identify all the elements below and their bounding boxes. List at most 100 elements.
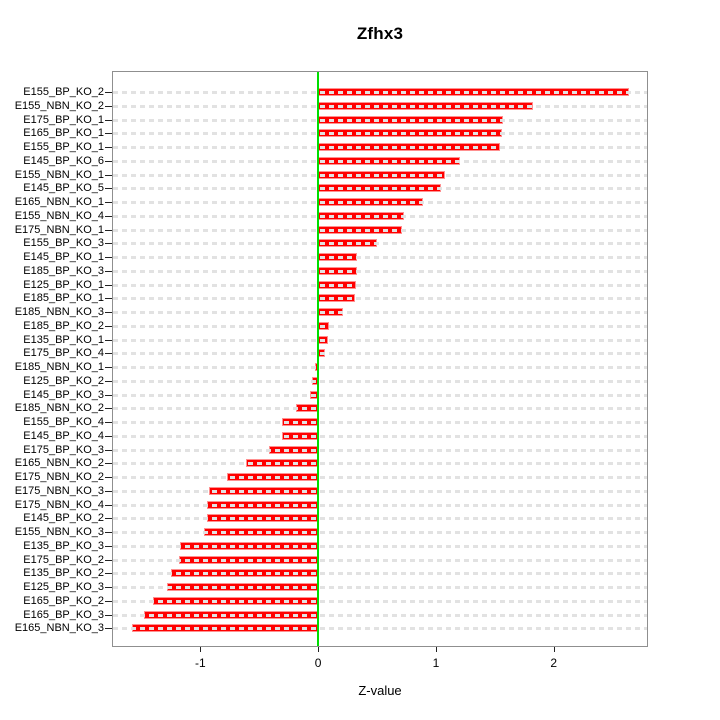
y-axis-label: E175_NBN_KO_4 bbox=[14, 498, 104, 511]
y-axis-tick bbox=[105, 394, 112, 396]
gridline bbox=[113, 352, 647, 356]
y-axis-tick bbox=[105, 614, 112, 616]
x-axis-tick bbox=[553, 647, 555, 652]
y-axis-label: E185_NBN_KO_1 bbox=[14, 361, 104, 373]
gridline bbox=[113, 586, 647, 589]
y-axis-label: E145_BP_KO_4 bbox=[23, 429, 104, 442]
chart-title: Zfhx3 bbox=[356, 24, 404, 43]
y-axis-tick bbox=[105, 600, 112, 602]
y-axis-tick bbox=[105, 215, 112, 217]
y-axis-label: E125_BP_KO_3 bbox=[23, 581, 104, 593]
gridline bbox=[113, 531, 647, 534]
y-axis-label: E165_NBN_KO_3 bbox=[14, 622, 104, 635]
y-axis-label: E185_BP_KO_2 bbox=[23, 319, 104, 332]
y-axis-label: E145_BP_KO_1 bbox=[23, 251, 104, 263]
y-axis-tick bbox=[105, 119, 112, 121]
y-axis-label: E135_BP_KO_1 bbox=[23, 333, 104, 346]
gridline bbox=[113, 132, 647, 136]
y-axis-label: E175_NBN_KO_1 bbox=[14, 223, 104, 236]
y-axis-label: E155_NBN_KO_3 bbox=[14, 526, 104, 538]
y-axis-tick bbox=[105, 243, 112, 245]
y-axis-tick bbox=[105, 257, 112, 258]
gridline bbox=[113, 462, 647, 466]
y-axis-tick bbox=[105, 160, 112, 162]
y-axis-label: E165_BP_KO_2 bbox=[23, 594, 104, 607]
y-axis-label: E185_NBN_KO_2 bbox=[14, 402, 104, 415]
gridline bbox=[113, 269, 647, 273]
x-axis-tick bbox=[318, 647, 320, 652]
y-axis-label: E175_BP_KO_3 bbox=[23, 443, 104, 456]
gridline bbox=[113, 476, 647, 479]
y-axis-tick bbox=[105, 490, 112, 492]
y-axis-label: E145_BP_KO_2 bbox=[23, 512, 104, 525]
y-axis-label: E175_NBN_KO_3 bbox=[14, 484, 104, 497]
gridline bbox=[113, 338, 647, 342]
x-axis-title: Z-value bbox=[358, 683, 402, 698]
y-axis-tick bbox=[105, 298, 112, 300]
y-axis-tick bbox=[105, 325, 112, 327]
y-axis-label: E175_BP_KO_1 bbox=[23, 113, 104, 126]
y-axis-label: E155_BP_KO_3 bbox=[23, 237, 104, 250]
y-axis-tick bbox=[105, 504, 112, 506]
x-axis-tick bbox=[435, 647, 437, 652]
y-axis-label: E135_BP_KO_2 bbox=[23, 567, 104, 580]
x-axis-tick-label: 1 bbox=[432, 656, 440, 670]
y-axis-tick bbox=[105, 449, 112, 451]
y-axis-label: E155_BP_KO_1 bbox=[23, 141, 104, 153]
y-axis-label: E145_BP_KO_3 bbox=[23, 388, 104, 401]
gridline bbox=[113, 104, 647, 108]
y-axis-tick bbox=[105, 353, 112, 355]
y-axis-label: E175_BP_KO_4 bbox=[23, 347, 104, 360]
gridline bbox=[113, 613, 647, 617]
y-axis-tick bbox=[105, 133, 112, 135]
gridline bbox=[113, 214, 647, 218]
y-axis-tick bbox=[105, 367, 112, 368]
zero-reference-line bbox=[317, 72, 320, 646]
gridline bbox=[113, 91, 647, 94]
x-axis-tick-label: 0 bbox=[314, 656, 322, 670]
y-axis-label: E155_NBN_KO_1 bbox=[14, 168, 104, 181]
gridline bbox=[113, 146, 647, 149]
y-axis-tick bbox=[105, 380, 112, 382]
y-axis-label: E135_BP_KO_3 bbox=[23, 539, 104, 552]
y-axis-tick bbox=[105, 270, 112, 272]
y-axis-label: E165_BP_KO_1 bbox=[23, 127, 104, 140]
plot-area bbox=[112, 71, 648, 647]
y-axis-tick bbox=[105, 435, 112, 437]
gridline bbox=[113, 599, 647, 603]
gridline bbox=[113, 489, 647, 493]
gridline bbox=[113, 379, 647, 383]
gridline bbox=[113, 118, 647, 122]
gridline bbox=[113, 228, 647, 232]
gridline bbox=[113, 324, 647, 328]
y-axis-label: E125_BP_KO_1 bbox=[23, 278, 104, 291]
gridline bbox=[113, 503, 647, 507]
y-axis-tick bbox=[105, 463, 112, 465]
y-axis-label: E175_BP_KO_2 bbox=[23, 553, 104, 566]
y-axis-label: E125_BP_KO_2 bbox=[23, 374, 104, 387]
y-axis-tick bbox=[105, 105, 112, 107]
y-axis-tick bbox=[105, 147, 112, 148]
gridline bbox=[113, 187, 647, 191]
gridline bbox=[113, 201, 647, 204]
y-axis-label: E165_BP_KO_3 bbox=[23, 608, 104, 621]
y-axis-tick bbox=[105, 188, 112, 190]
y-axis-tick bbox=[105, 477, 112, 478]
gridline bbox=[113, 421, 647, 424]
y-axis-label: E165_NBN_KO_1 bbox=[14, 196, 104, 208]
gridline bbox=[113, 572, 647, 576]
y-axis-tick bbox=[105, 229, 112, 231]
y-axis-tick bbox=[105, 202, 112, 203]
y-axis-label: E145_BP_KO_5 bbox=[23, 182, 104, 195]
y-axis-label: E185_NBN_KO_3 bbox=[14, 306, 104, 318]
y-axis-label: E155_BP_KO_2 bbox=[23, 86, 104, 98]
gridline bbox=[113, 434, 647, 438]
y-axis-label: E185_BP_KO_3 bbox=[23, 264, 104, 277]
y-axis-tick bbox=[105, 92, 112, 93]
gridline bbox=[113, 558, 647, 562]
gridline bbox=[113, 517, 647, 521]
gridline bbox=[113, 366, 647, 369]
y-axis-tick bbox=[105, 628, 112, 630]
gridline bbox=[113, 544, 647, 548]
y-axis-tick bbox=[105, 284, 112, 286]
